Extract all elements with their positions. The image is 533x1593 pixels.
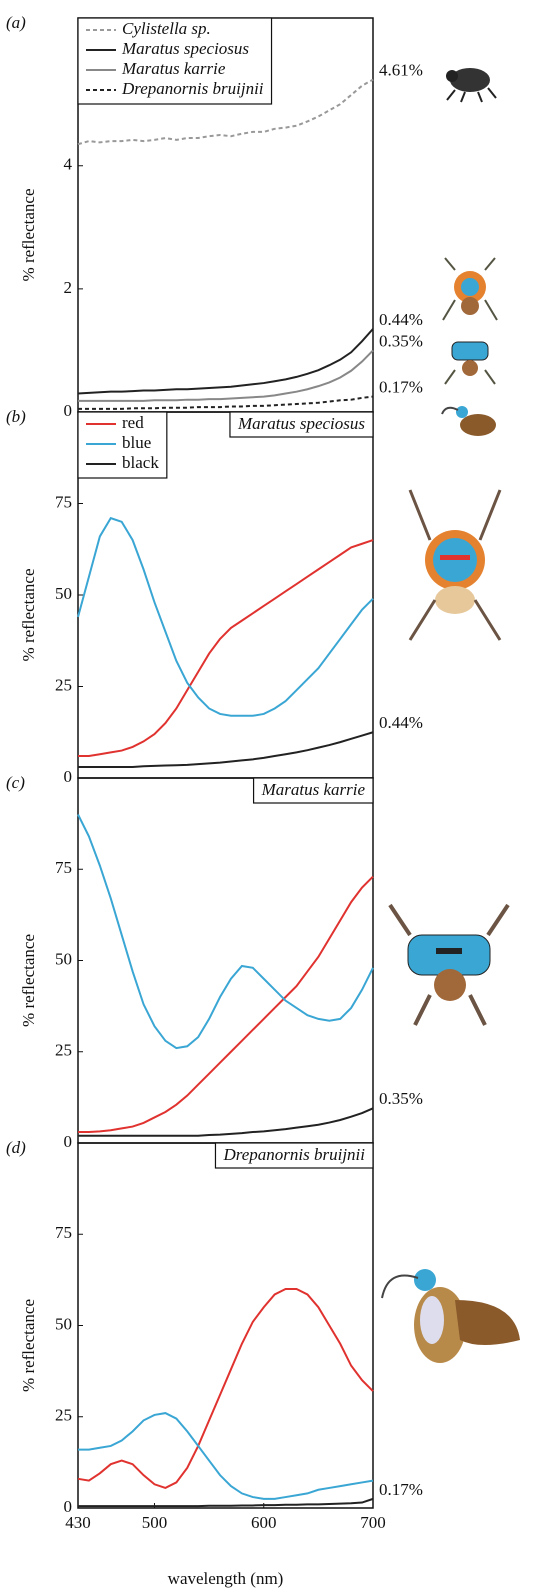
series-line	[78, 1413, 373, 1499]
series-line	[78, 518, 373, 716]
legend-label: Drepanornis bruijnii	[121, 79, 264, 98]
series-line	[78, 1289, 373, 1488]
panel-title: Maratus karrie	[254, 778, 373, 803]
panel-title-text: Drepanornis bruijnii	[222, 1145, 365, 1164]
y-axis-label: % reflectance	[19, 189, 38, 282]
x-tick-label: 700	[360, 1513, 386, 1532]
y-tick-label: 0	[64, 767, 73, 786]
y-tick-label: 50	[55, 584, 72, 603]
y-tick-label: 25	[55, 1041, 72, 1060]
end-label: 0.35%	[379, 331, 423, 350]
y-tick-label: 75	[55, 858, 72, 877]
legend-label: Maratus speciosus	[121, 39, 249, 58]
y-tick-label: 2	[64, 278, 73, 297]
panel-label: (d)	[6, 1138, 26, 1157]
series-line	[78, 350, 373, 400]
series-line	[78, 815, 373, 1049]
y-tick-label: 75	[55, 1223, 72, 1242]
legend-label: Maratus karrie	[121, 59, 226, 78]
series-line	[78, 329, 373, 394]
x-tick-label: 430	[65, 1513, 91, 1532]
panel-label: (c)	[6, 773, 25, 792]
legend-label: blue	[122, 433, 151, 452]
end-label: 0.44%	[379, 713, 423, 732]
y-tick-label: 0	[64, 401, 73, 420]
y-axis-label: % reflectance	[19, 1299, 38, 1392]
legend-label: black	[122, 453, 159, 472]
series-line	[78, 540, 373, 756]
legend-label: red	[122, 413, 144, 432]
end-label: 0.35%	[379, 1089, 423, 1108]
y-tick-label: 25	[55, 1406, 72, 1425]
series-line	[78, 1499, 373, 1506]
y-axis-label: % reflectance	[19, 934, 38, 1027]
y-tick-label: 0	[64, 1132, 73, 1151]
series-line	[78, 877, 373, 1133]
legend-label: Cylistella sp.	[122, 19, 211, 38]
panel-title: Maratus speciosus	[230, 412, 373, 437]
y-axis-label: % reflectance	[19, 569, 38, 662]
end-label: 0.17%	[379, 1480, 423, 1499]
y-tick-label: 75	[55, 492, 72, 511]
x-axis-label: wavelength (nm)	[168, 1569, 284, 1588]
y-tick-label: 50	[55, 949, 72, 968]
end-label: 0.44%	[379, 310, 423, 329]
panel-title-text: Maratus karrie	[261, 780, 366, 799]
end-label: 0.17%	[379, 378, 423, 397]
panel-label: (b)	[6, 407, 26, 426]
y-tick-label: 50	[55, 1314, 72, 1333]
y-tick-label: 4	[64, 155, 73, 174]
plot-frame	[78, 778, 373, 1143]
x-tick-label: 600	[251, 1513, 277, 1532]
y-tick-label: 25	[55, 675, 72, 694]
figure: (a) % reflectance 0 2 4 4.61% 0.44% 0.35% 0.17% C…	[0, 0, 533, 1593]
panel-title-text: Maratus speciosus	[237, 414, 365, 433]
panel-label: (a)	[6, 13, 26, 32]
x-tick-label: 500	[142, 1513, 168, 1532]
series-line	[78, 1108, 373, 1135]
panel-title: Drepanornis bruijnii	[215, 1143, 373, 1168]
end-label: 4.61%	[379, 60, 423, 79]
